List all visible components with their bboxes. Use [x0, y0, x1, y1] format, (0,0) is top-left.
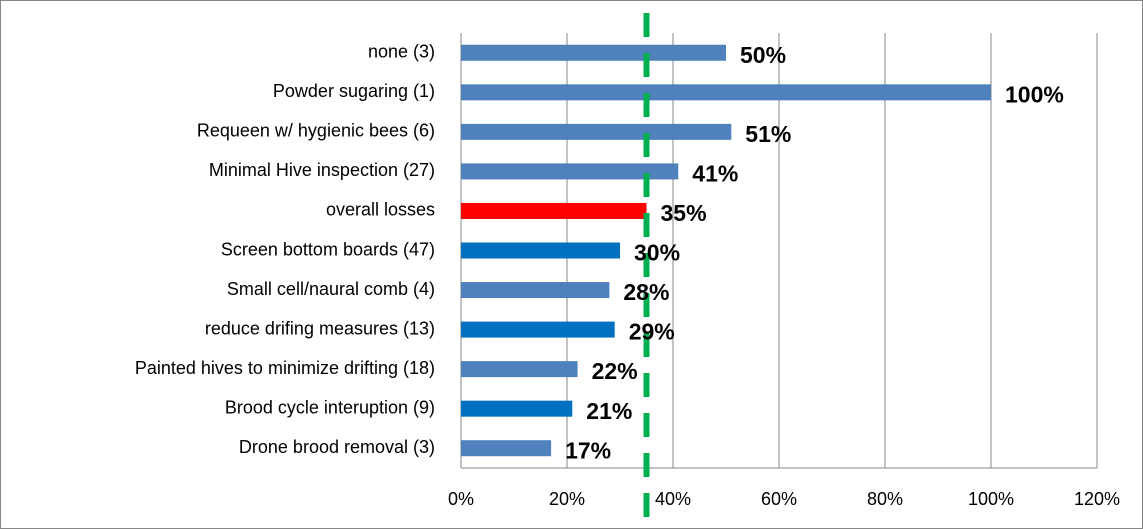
bar [461, 202, 647, 219]
value-label: 17% [565, 437, 611, 463]
x-tick-label: 120% [1074, 489, 1120, 509]
x-tick-label: 60% [761, 489, 797, 509]
x-tick-label: 0% [448, 489, 474, 509]
y-tick-label: overall losses [326, 200, 435, 220]
bar [461, 400, 573, 417]
x-tick-label: 20% [549, 489, 585, 509]
y-tick-label: reduce drifing measures (13) [205, 318, 435, 338]
y-tick-label: Brood cycle interuption (9) [225, 397, 435, 417]
y-tick-label: Requeen w/ hygienic bees (6) [197, 121, 435, 141]
bar [461, 84, 991, 101]
x-tick-label: 80% [867, 489, 903, 509]
y-tick-label: Powder sugaring (1) [273, 81, 435, 101]
value-label: 21% [586, 398, 632, 424]
x-tick-label: 100% [968, 489, 1014, 509]
value-label: 100% [1005, 81, 1064, 107]
bar [461, 163, 679, 180]
bar [461, 123, 732, 140]
bar [461, 44, 726, 61]
value-label: 30% [634, 240, 680, 266]
value-label: 29% [629, 319, 675, 345]
y-tick-label: Drone brood removal (3) [239, 437, 435, 457]
bar [461, 282, 610, 299]
bar [461, 321, 615, 338]
bar [461, 242, 620, 259]
y-tick-label: Small cell/naural comb (4) [227, 279, 435, 299]
value-label: 22% [592, 358, 638, 384]
bar [461, 361, 578, 378]
bar [461, 440, 552, 457]
value-label: 50% [740, 42, 786, 68]
value-label: 41% [692, 160, 738, 186]
y-tick-label: none (3) [368, 42, 435, 62]
x-tick-label: 40% [655, 489, 691, 509]
value-label: 51% [745, 121, 791, 147]
value-label: 28% [623, 279, 669, 305]
y-tick-label: Painted hives to minimize drifting (18) [135, 358, 435, 378]
value-label: 35% [661, 200, 707, 226]
y-tick-label: Screen bottom boards (47) [221, 239, 435, 259]
y-tick-label: Minimal Hive inspection (27) [209, 160, 435, 180]
